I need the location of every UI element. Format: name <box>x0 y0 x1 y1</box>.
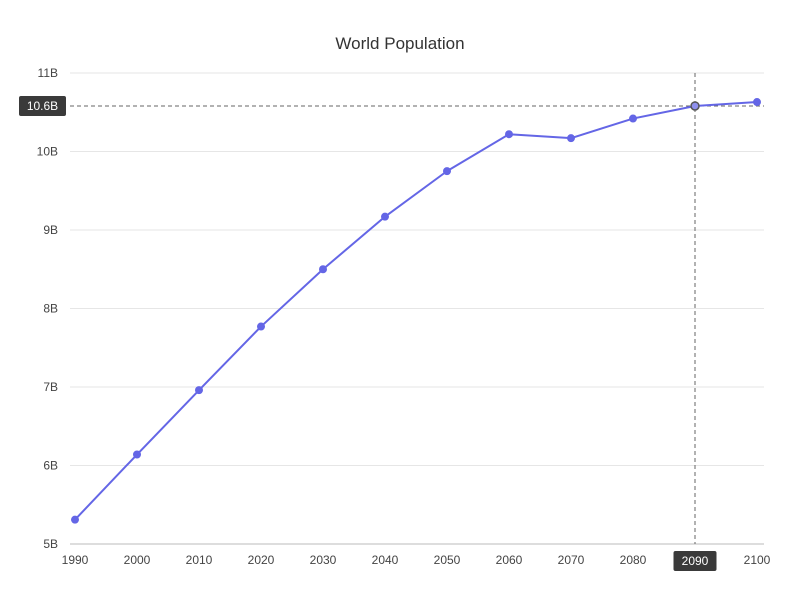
y-tick-label: 5B <box>43 537 58 551</box>
data-point[interactable] <box>71 515 79 524</box>
y-tick-label: 6B <box>43 459 58 473</box>
y-tick-label: 11B <box>38 66 58 80</box>
data-point[interactable] <box>629 114 637 123</box>
y-axis-tick-labels: 5B 6B 7B 8B 9B 10B 11B <box>37 66 58 551</box>
data-point[interactable] <box>133 450 141 459</box>
data-point[interactable] <box>753 98 761 107</box>
y-tick-label: 8B <box>43 302 58 316</box>
x-axis-tick-labels: 1990 2000 2010 2020 2030 2040 2050 2060 2070 2080… <box>62 553 771 567</box>
series-line <box>74 101 758 521</box>
data-point[interactable] <box>257 322 265 331</box>
series-layer <box>71 98 761 524</box>
y-pointer-label: 10.6B <box>27 99 58 113</box>
data-point[interactable] <box>505 130 513 139</box>
data-point[interactable] <box>195 386 203 395</box>
x-tick-label: 2060 <box>496 553 523 567</box>
data-point[interactable] <box>443 167 451 176</box>
x-pointer-label-box <box>673 551 717 571</box>
x-tick-label: 2050 <box>434 553 461 567</box>
data-point[interactable] <box>381 212 389 221</box>
x-tick-label: 2020 <box>248 553 275 567</box>
x-tick-label: 2000 <box>124 553 151 567</box>
data-point[interactable] <box>567 134 575 143</box>
chart-title: World Population <box>335 34 464 53</box>
y-tick-label: 7B <box>43 380 58 394</box>
x-tick-label: 1990 <box>62 553 89 567</box>
y-pointer-label-box <box>19 95 66 116</box>
grid-lines <box>70 72 764 466</box>
x-tick-label: 2030 <box>310 553 337 567</box>
x-pointer-label: 2090 <box>682 554 709 568</box>
y-tick-label: 10B <box>37 145 58 159</box>
x-tick-label: 2070 <box>558 553 585 567</box>
axis-pointer-labels: 10.6B 2090 <box>19 95 717 571</box>
x-tick-label: 2040 <box>372 553 399 567</box>
y-tick-label: 9B <box>43 223 58 237</box>
data-point[interactable] <box>319 265 327 274</box>
x-tick-label: 2080 <box>620 553 647 567</box>
x-tick-label: 2010 <box>186 553 213 567</box>
data-point-highlighted[interactable] <box>690 101 700 111</box>
x-tick-label: 2100 <box>744 553 771 567</box>
crosshair <box>70 73 764 544</box>
